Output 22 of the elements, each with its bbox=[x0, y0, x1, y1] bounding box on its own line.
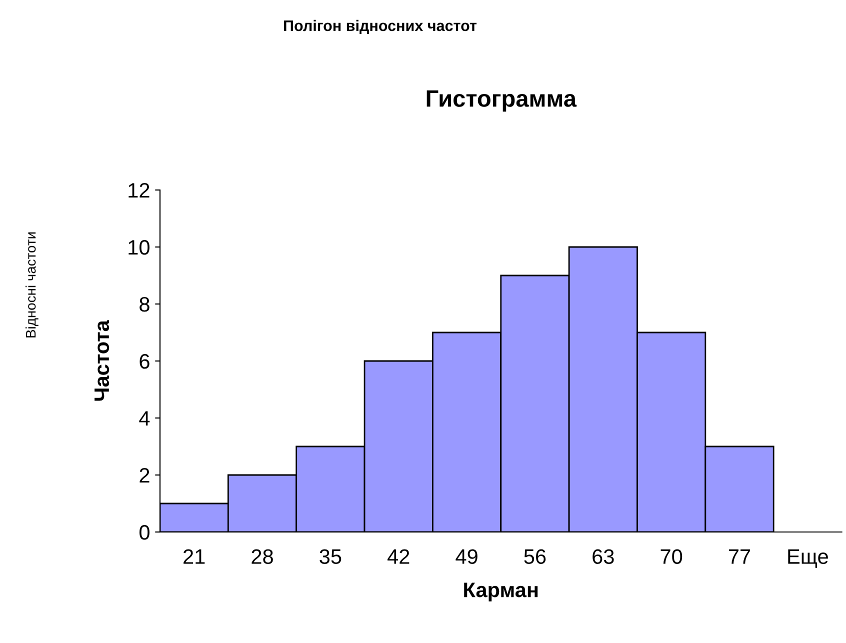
x-tick-label: 77 bbox=[728, 549, 750, 564]
x-axis-title: Карман bbox=[464, 582, 538, 602]
x-tick-label: 56 bbox=[524, 549, 546, 564]
x-tick-label: Еще bbox=[788, 549, 828, 568]
y-tick-label: 6 bbox=[140, 354, 150, 369]
y-tick-label: 8 bbox=[140, 297, 150, 312]
text: Відносні частоти bbox=[26, 232, 38, 338]
y-tick-label: 4 bbox=[139, 411, 150, 426]
x-tick-label: 21 bbox=[184, 549, 205, 564]
x-tick-label: 35 bbox=[320, 549, 342, 564]
y-tick-label: 12 bbox=[128, 183, 150, 198]
x-tick-label: 49 bbox=[456, 549, 478, 564]
text: Полігон відносних частот bbox=[284, 20, 477, 34]
x-tick-label: 63 bbox=[592, 549, 614, 564]
y-tick-label: 0 bbox=[140, 525, 150, 540]
y-tick-label: 10 bbox=[128, 240, 150, 255]
chart-title: Гистограмма bbox=[426, 90, 577, 112]
x-tick-label: 42 bbox=[388, 549, 410, 564]
x-tick-label: 70 bbox=[660, 549, 682, 564]
y-tick-label: 2 bbox=[140, 468, 150, 483]
x-tick-label: 28 bbox=[252, 549, 273, 564]
y-axis-title: Частота bbox=[94, 320, 110, 401]
